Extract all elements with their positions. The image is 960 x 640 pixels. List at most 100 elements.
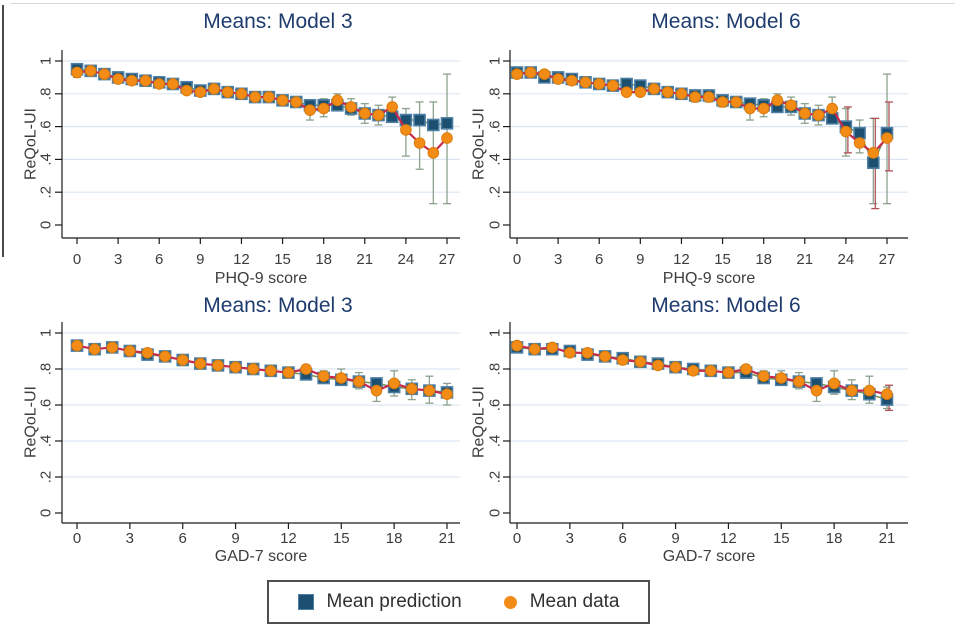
prediction-point xyxy=(413,113,426,127)
legend-label-data: Mean data xyxy=(529,591,620,612)
data-point xyxy=(400,124,412,136)
x-axis-title: PHQ-9 score xyxy=(663,270,756,287)
data-point xyxy=(208,83,220,95)
x-tick-label: 15 xyxy=(274,251,291,268)
x-tick-label: 12 xyxy=(233,251,250,268)
data-point xyxy=(388,377,400,390)
data-point xyxy=(290,96,303,108)
y-tick-label: .6 xyxy=(38,399,55,412)
data-point xyxy=(405,383,418,395)
data-line xyxy=(516,71,888,155)
x-tick-label: 3 xyxy=(566,530,574,547)
data-line xyxy=(76,69,448,155)
x-tick-label: 18 xyxy=(386,530,403,547)
data-point xyxy=(828,377,840,390)
x-tick-label: 27 xyxy=(879,251,896,268)
legend-item-prediction: Mean prediction xyxy=(297,591,462,613)
data-point xyxy=(840,125,852,138)
data-point xyxy=(139,74,152,87)
x-tick-label: 21 xyxy=(356,251,373,268)
prediction-point xyxy=(440,117,454,130)
x-tick-label: 21 xyxy=(439,530,456,547)
data-markers xyxy=(511,339,893,401)
x-tick-label: 18 xyxy=(826,530,843,547)
gridlines xyxy=(62,332,460,478)
data-line xyxy=(76,344,448,396)
data-point xyxy=(176,354,189,366)
data-point xyxy=(124,345,136,357)
data-point xyxy=(71,66,83,79)
data-point xyxy=(581,347,594,359)
x-tick-label: 21 xyxy=(879,530,896,547)
x-tick-label: 6 xyxy=(179,530,187,547)
data-point xyxy=(881,132,893,144)
x-tick-label: 18 xyxy=(315,251,332,268)
data-point xyxy=(71,339,83,352)
data-point xyxy=(511,68,523,80)
x-tick-label: 9 xyxy=(196,251,204,268)
axes: 0 .2 .4 .6 .8 1 0 3 6 9 12 15 18 21 xyxy=(487,322,908,547)
data-point xyxy=(652,359,664,372)
data-point xyxy=(705,365,717,377)
data-point xyxy=(616,354,629,366)
data-point xyxy=(235,88,248,100)
data-point xyxy=(552,73,564,85)
panel-title: Means: Model 3 xyxy=(203,294,352,317)
data-point xyxy=(669,361,682,374)
data-point xyxy=(826,102,838,115)
data-point xyxy=(620,86,633,98)
data-point xyxy=(648,83,660,95)
data-point xyxy=(247,363,259,375)
data-point xyxy=(579,76,592,89)
y-tick-label: .6 xyxy=(38,120,55,133)
data-point xyxy=(812,109,825,121)
data-point xyxy=(372,109,385,121)
axes: 0 .2 .4 .6 .8 1 0 3 6 9 12 15 18 21 24 27 xyxy=(487,50,908,268)
data-point xyxy=(722,366,735,379)
data-point xyxy=(194,86,207,98)
legend-label-prediction: Mean prediction xyxy=(326,591,462,612)
data-point xyxy=(511,339,523,352)
y-tick-label: 1 xyxy=(38,57,55,65)
data-point xyxy=(353,375,365,388)
data-point xyxy=(304,104,316,116)
data-point xyxy=(441,388,453,401)
data-point xyxy=(153,78,166,90)
y-tick-label: .6 xyxy=(487,120,504,133)
gridlines xyxy=(510,332,908,478)
prediction-point xyxy=(853,126,866,140)
data-markers xyxy=(511,66,893,159)
data-point xyxy=(730,96,743,108)
data-point xyxy=(126,74,138,87)
data-point xyxy=(317,370,330,383)
top-border-line xyxy=(10,3,955,4)
data-point xyxy=(881,388,893,401)
data-point xyxy=(546,341,559,354)
data-point xyxy=(566,74,578,87)
y-tick-label: .4 xyxy=(487,153,504,166)
x-tick-label: 0 xyxy=(513,530,521,547)
x-tick-label: 0 xyxy=(73,251,81,268)
data-point xyxy=(607,79,619,92)
y-axis-title: ReQoL-UI xyxy=(23,386,40,458)
data-point xyxy=(634,356,647,368)
data-point xyxy=(593,78,606,90)
x-tick-label: 12 xyxy=(673,251,690,268)
data-point xyxy=(317,102,330,115)
data-point xyxy=(687,365,699,377)
y-tick-label: 0 xyxy=(38,509,55,517)
x-tick-label: 18 xyxy=(755,251,772,268)
y-tick-label: .2 xyxy=(487,186,504,199)
data-point xyxy=(300,363,312,375)
x-tick-label: 24 xyxy=(838,251,855,268)
x-tick-label: 3 xyxy=(126,530,134,547)
data-point xyxy=(716,96,729,108)
x-axis-title: GAD-7 score xyxy=(215,548,308,565)
data-point xyxy=(345,101,357,113)
y-axis-title: ReQoL-UI xyxy=(471,108,488,180)
panel-gad7-model3: 0 .2 .4 .6 .8 1 0 3 6 9 12 15 18 21 GAD-7 score ReQoL-U… xyxy=(23,294,460,565)
y-tick-label: .8 xyxy=(38,363,55,376)
y-tick-label: .2 xyxy=(38,186,55,199)
data-point xyxy=(159,350,171,363)
x-tick-label: 15 xyxy=(714,251,731,268)
